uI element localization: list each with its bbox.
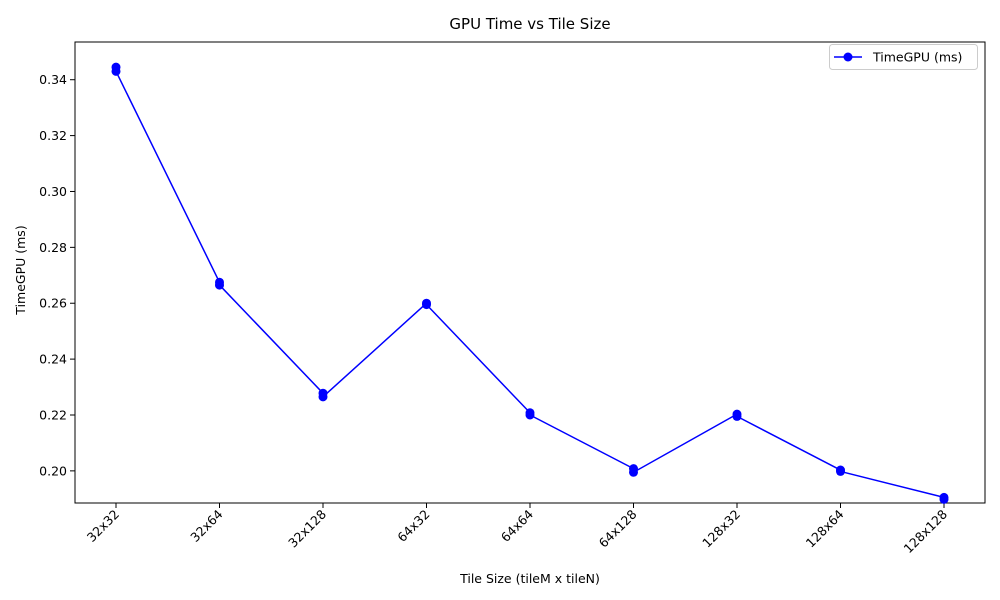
plot-area: 0.20 0.22 0.24 0.26 0.28 0.30 0.32 0.34 32x32 32x… [39, 41, 986, 556]
data-point-0-11 [629, 467, 638, 477]
data-point-0-7 [422, 300, 431, 310]
y-tick-label-0: 0.20 [39, 463, 67, 478]
x-tick-label-6: 128x32 [699, 507, 743, 551]
y-tick-label-4: 0.28 [39, 240, 67, 255]
chart-title: GPU Time vs Tile Size [449, 15, 610, 33]
x-tick-label-2: 32x128 [285, 506, 329, 550]
x-tick-label-7: 128x64 [803, 506, 847, 550]
legend-label: TimeGPU (ms) [872, 50, 962, 65]
y-tick-label-3: 0.26 [39, 296, 67, 311]
y-axis-label: TimeGPU (ms) [13, 225, 28, 315]
legend: TimeGPU (ms) [829, 44, 978, 70]
x-axis-label: Tile Size (tileM x tileN) [459, 571, 600, 586]
y-tick-label-1: 0.22 [39, 407, 67, 422]
data-point-0-13 [732, 411, 742, 421]
y-tick-label-2: 0.24 [39, 352, 67, 367]
data-point-0-9 [525, 410, 535, 420]
data-point-0-17 [939, 494, 949, 504]
y-tick-label-7: 0.34 [39, 72, 67, 87]
plot-frame [74, 41, 986, 504]
x-tick-label-5: 64x128 [596, 506, 640, 550]
series-line-0 [115, 67, 945, 500]
y-tick-label-5: 0.30 [39, 184, 67, 199]
x-tick-label-3: 64x32 [394, 507, 432, 545]
x-tick-label-4: 64x64 [498, 506, 536, 544]
data-point-0-3 [215, 280, 224, 290]
x-tick-label-1: 32x64 [187, 506, 225, 544]
x-tick-label-8: 128x128 [901, 506, 951, 556]
legend-frame [829, 44, 978, 70]
data-point-0-5 [318, 392, 328, 402]
data-point-0-15 [836, 466, 845, 476]
y-tick-label-6: 0.32 [39, 128, 67, 143]
legend-marker [843, 52, 853, 62]
x-tick-label-0: 32x32 [84, 507, 122, 545]
data-point-0-1 [111, 66, 121, 76]
